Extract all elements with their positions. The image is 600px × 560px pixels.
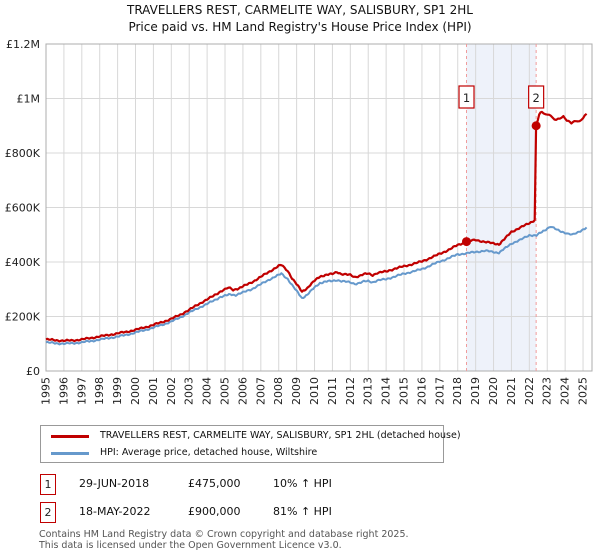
sale-dot-2 — [531, 121, 541, 131]
x-tick-2020: 2020 — [487, 377, 500, 405]
plot-frame — [45, 43, 593, 372]
x-tick-2006: 2006 — [236, 377, 249, 405]
sale-marker-label-1: 1 — [463, 91, 470, 105]
legend-item-property: TRAVELLERS REST, CARMELITE WAY, SALISBUR… — [41, 428, 461, 445]
x-tick-2001: 2001 — [147, 377, 160, 405]
x-tick-2008: 2008 — [272, 377, 285, 405]
x-tick-2024: 2024 — [559, 377, 572, 405]
y-tick-£1.2M: £1.2M — [6, 38, 40, 51]
x-tick-2002: 2002 — [165, 377, 178, 405]
transaction-1-date: 29-JUN-2018 — [79, 477, 150, 490]
transaction-1-price: £475,000 — [188, 477, 241, 490]
x-tick-2014: 2014 — [380, 377, 393, 405]
legend-label-hpi: HPI: Average price, detached house, Wilt… — [100, 447, 318, 458]
x-tick-2011: 2011 — [326, 377, 339, 405]
y-axis-labels: £0 £200K £400K £600K £800K £1M £1.2M — [5, 38, 41, 378]
y-tick-£1M: £1M — [17, 93, 41, 106]
x-tick-2017: 2017 — [433, 377, 446, 405]
transaction-1-number-badge: 1 — [40, 474, 56, 495]
footer-line-2: This data is licensed under the Open Gov… — [39, 540, 342, 552]
transaction-2-number-badge: 2 — [40, 502, 56, 523]
legend-item-hpi: HPI: Average price, detached house, Wilt… — [41, 445, 443, 462]
x-axis-labels: 1995 1996 1997 1998 1999 2000 2001 2002 2003 2004… — [40, 377, 590, 405]
x-tick-1998: 1998 — [93, 377, 106, 405]
x-tick-2009: 2009 — [290, 377, 303, 405]
transaction-2-hpi-change: 81% ↑ HPI — [273, 505, 332, 518]
transaction-2-date: 18-MAY-2022 — [79, 505, 151, 518]
x-tick-2007: 2007 — [254, 377, 267, 405]
price-series-lines — [45, 110, 588, 346]
hpi-line-swatch — [51, 452, 89, 455]
x-tick-2000: 2000 — [129, 377, 142, 405]
x-tick-2025: 2025 — [577, 377, 590, 405]
page-subtitle: Price paid vs. HM Land Registry's House … — [128, 20, 472, 34]
x-tick-2021: 2021 — [505, 377, 518, 405]
x-tick-2013: 2013 — [362, 377, 375, 405]
sale-dot-1 — [462, 237, 472, 247]
sale-point-dots — [462, 121, 541, 247]
x-tick-1995: 1995 — [40, 377, 53, 405]
x-tick-2015: 2015 — [398, 377, 411, 405]
x-tick-2023: 2023 — [541, 377, 554, 405]
y-tick-£0: £0 — [26, 365, 40, 378]
sale-marker-label-2: 2 — [532, 91, 539, 105]
x-tick-2018: 2018 — [451, 377, 464, 405]
x-tick-2022: 2022 — [523, 377, 536, 405]
y-tick-£200K: £200K — [5, 311, 41, 324]
sale-marker-box-1[interactable] — [458, 85, 475, 109]
y-tick-£400K: £400K — [5, 256, 41, 269]
legend-label-property: TRAVELLERS REST, CARMELITE WAY, SALISBUR… — [100, 430, 461, 441]
x-tick-2012: 2012 — [344, 377, 357, 405]
footer-line-1: Contains HM Land Registry data © Crown c… — [39, 529, 409, 540]
property-line-swatch — [51, 435, 89, 438]
license-footer: Contains HM Land Registry data © Crown c… — [39, 529, 409, 551]
x-tick-2005: 2005 — [219, 377, 232, 405]
x-tick-1996: 1996 — [57, 377, 70, 405]
transaction-row-1[interactable]: 1 29-JUN-2018 £475,000 10% ↑ HPI — [0, 474, 600, 495]
x-tick-2016: 2016 — [415, 377, 428, 405]
transaction-2-price: £900,000 — [188, 505, 241, 518]
x-tick-2010: 2010 — [308, 377, 321, 405]
transaction-1-hpi-change: 10% ↑ HPI — [273, 477, 332, 490]
page-title: TRAVELLERS REST, CARMELITE WAY, SALISBUR… — [127, 3, 473, 17]
x-tick-1999: 1999 — [111, 377, 124, 405]
sale-marker-box-2[interactable] — [528, 85, 545, 109]
y-tick-£600K: £600K — [5, 202, 41, 215]
x-tick-2019: 2019 — [469, 377, 482, 405]
y-tick-£800K: £800K — [5, 147, 41, 160]
legend: TRAVELLERS REST, CARMELITE WAY, SALISBUR… — [40, 425, 461, 463]
x-tick-2004: 2004 — [201, 377, 214, 405]
transaction-row-2[interactable]: 2 18-MAY-2022 £900,000 81% ↑ HPI — [0, 502, 600, 523]
x-tick-2003: 2003 — [183, 377, 196, 405]
x-tick-1997: 1997 — [75, 377, 88, 405]
